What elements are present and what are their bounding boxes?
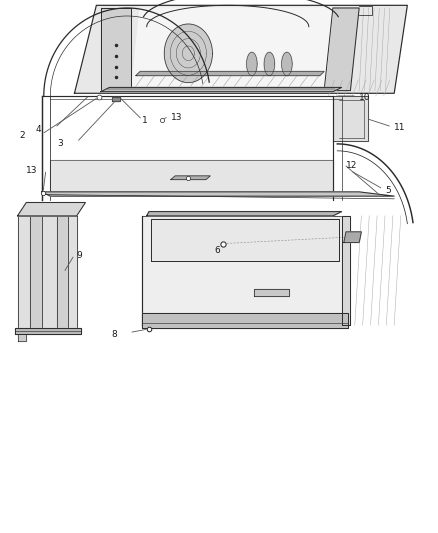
Text: 5: 5 [385, 186, 391, 195]
Polygon shape [101, 87, 342, 92]
Polygon shape [30, 216, 42, 328]
Polygon shape [324, 8, 359, 91]
Polygon shape [164, 24, 212, 83]
Text: 8: 8 [112, 330, 117, 338]
Polygon shape [264, 52, 275, 76]
Polygon shape [142, 313, 348, 328]
Polygon shape [342, 216, 350, 325]
Polygon shape [15, 328, 81, 334]
Text: 4: 4 [36, 125, 42, 134]
Polygon shape [247, 52, 257, 76]
Text: 10: 10 [359, 93, 371, 101]
Polygon shape [18, 334, 26, 341]
Text: 13: 13 [26, 166, 38, 175]
Text: 11: 11 [394, 124, 406, 132]
Polygon shape [131, 8, 333, 91]
Polygon shape [254, 289, 289, 296]
Polygon shape [333, 96, 368, 141]
Text: 13: 13 [171, 113, 182, 122]
Text: 1: 1 [142, 116, 148, 125]
Text: 7: 7 [355, 237, 360, 245]
Polygon shape [147, 212, 342, 216]
Polygon shape [136, 71, 324, 76]
Text: 6: 6 [215, 246, 220, 255]
Polygon shape [18, 203, 85, 216]
Text: 2: 2 [20, 132, 25, 140]
Polygon shape [74, 5, 407, 93]
Text: 9: 9 [77, 252, 82, 260]
Text: 12: 12 [346, 161, 357, 169]
Polygon shape [18, 216, 30, 328]
Polygon shape [101, 8, 131, 91]
Polygon shape [50, 160, 333, 191]
Polygon shape [68, 216, 77, 328]
Polygon shape [142, 216, 342, 325]
Polygon shape [57, 216, 68, 328]
Polygon shape [42, 192, 394, 196]
Polygon shape [171, 176, 210, 180]
Polygon shape [282, 52, 292, 76]
Text: 3: 3 [57, 140, 63, 148]
Polygon shape [42, 216, 57, 328]
Polygon shape [151, 219, 339, 261]
Polygon shape [112, 97, 120, 101]
Polygon shape [344, 232, 361, 243]
